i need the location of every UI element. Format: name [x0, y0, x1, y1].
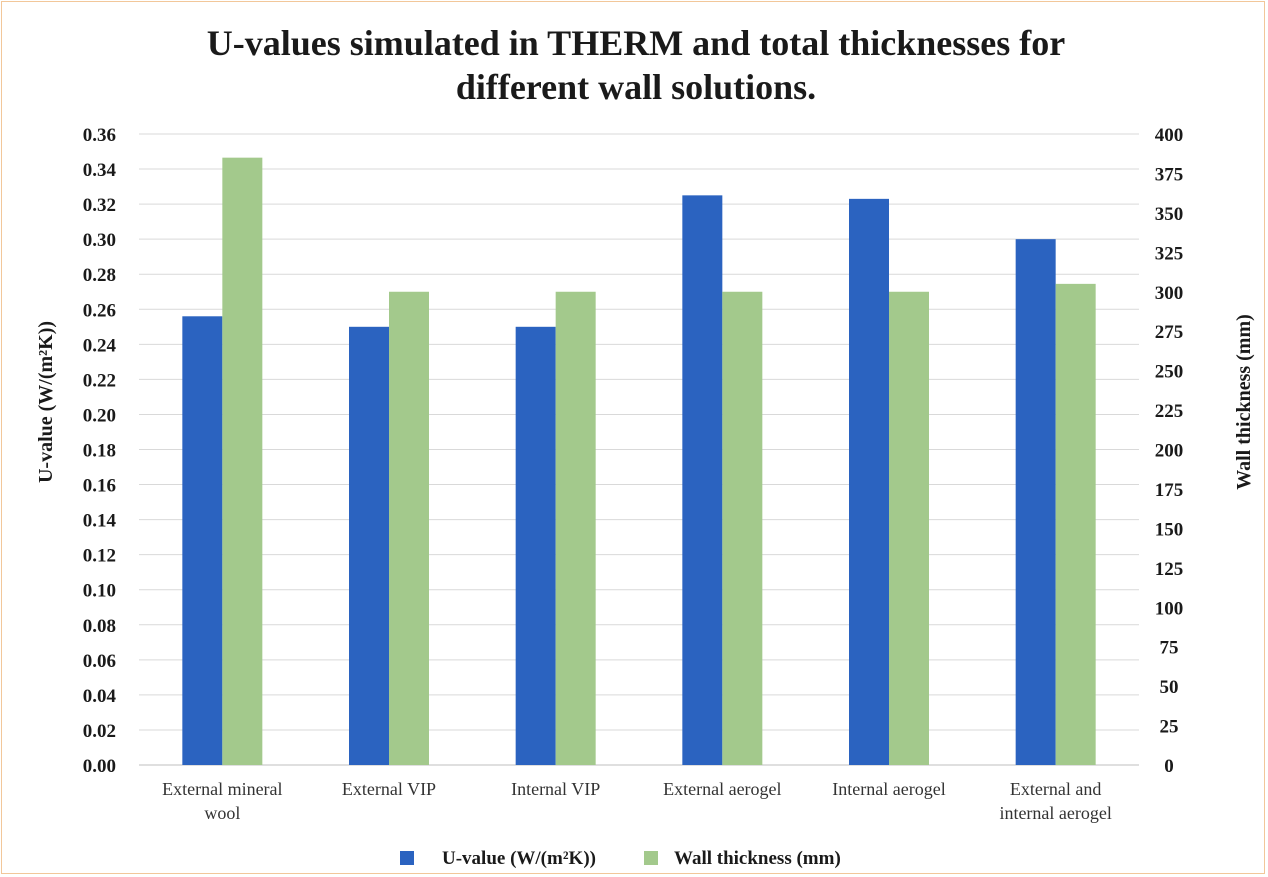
- legend-label-wall-thickness: Wall thickness (mm): [674, 848, 841, 869]
- bar-u-value-2: [515, 326, 556, 765]
- left-tick-label: 0.02: [83, 721, 116, 742]
- right-tick-label: 0: [1164, 756, 1174, 777]
- y-axis-left-title: U-value (W/(m²K)): [35, 321, 57, 483]
- left-tick-label: 0.26: [83, 300, 116, 321]
- right-tick-label: 175: [1155, 480, 1184, 501]
- category-labels: External mineral wool External VIP Internal…: [162, 779, 1112, 823]
- right-tick-label: 325: [1155, 243, 1184, 264]
- right-tick-label: 300: [1155, 283, 1184, 304]
- bar-u-value-5: [1015, 239, 1056, 765]
- legend-label-u-value: U-value (W/(m²K)): [442, 848, 596, 869]
- left-tick-label: 0.14: [83, 511, 117, 532]
- left-tick-label: 0.20: [83, 405, 116, 426]
- right-tick-label: 375: [1155, 164, 1184, 185]
- legend-swatch-wall-thickness: [644, 851, 658, 865]
- right-tick-label: 25: [1160, 717, 1179, 738]
- left-tick-label: 0.16: [83, 476, 116, 497]
- chart-title-line-2: different wall solutions.: [456, 67, 816, 107]
- left-tick-label: 0.04: [83, 686, 117, 707]
- chart-title: U-values simulated in THERM and total th…: [207, 23, 1065, 107]
- bars: [182, 157, 1096, 766]
- bar-wall-thickness-0: [222, 157, 263, 766]
- legend-swatch-u-value: [400, 851, 414, 865]
- right-tick-label: 100: [1155, 598, 1184, 619]
- category-label: External VIP: [342, 779, 436, 799]
- category-label: Internal aerogel: [832, 779, 945, 799]
- left-tick-label: 0.06: [83, 651, 116, 672]
- left-tick-label: 0.00: [83, 756, 116, 777]
- gridlines: [139, 133, 1139, 766]
- right-tick-label: 150: [1155, 519, 1184, 540]
- right-tick-label: 200: [1155, 441, 1184, 462]
- right-tick-label: 75: [1160, 638, 1179, 659]
- right-tick-label: 225: [1155, 401, 1184, 422]
- left-tick-label: 0.08: [83, 616, 116, 637]
- bar-wall-thickness-4: [889, 291, 929, 765]
- bar-u-value-0: [182, 316, 223, 765]
- bar-wall-thickness-2: [555, 291, 596, 765]
- left-tick-label: 0.34: [83, 160, 117, 181]
- bar-u-value-4: [849, 198, 889, 765]
- right-tick-label: 250: [1155, 362, 1184, 383]
- left-tick-label: 0.36: [83, 125, 116, 146]
- bar-u-value-1: [349, 326, 389, 765]
- right-axis-ticks: 0 25 50 75 100 125 150 175 200 225 250 275 300 325 350…: [1155, 125, 1184, 777]
- left-tick-label: 0.12: [83, 546, 116, 567]
- chart-title-line-1: U-values simulated in THERM and total th…: [207, 23, 1065, 63]
- category-label: External mineral: [162, 779, 282, 799]
- category-label: Internal VIP: [511, 779, 600, 799]
- right-tick-label: 275: [1155, 322, 1184, 343]
- left-tick-label: 0.28: [83, 265, 116, 286]
- left-tick-label: 0.10: [83, 581, 116, 602]
- bar-wall-thickness-5: [1055, 283, 1096, 765]
- category-label: External and: [1010, 779, 1101, 799]
- left-tick-label: 0.30: [83, 230, 116, 251]
- left-tick-label: 0.32: [83, 195, 116, 216]
- category-label: External aerogel: [663, 779, 781, 799]
- right-tick-label: 50: [1160, 677, 1179, 698]
- bar-wall-thickness-1: [389, 291, 429, 765]
- left-axis-ticks: 0.00 0.02 0.04 0.06 0.08 0.10 0.12 0.14 0.16 0.18…: [83, 125, 117, 777]
- y-axis-right-title: Wall thickness (mm): [1233, 314, 1255, 490]
- right-tick-label: 400: [1155, 125, 1184, 146]
- category-label: internal aerogel: [999, 803, 1111, 823]
- right-tick-label: 125: [1155, 559, 1184, 580]
- category-label: wool: [204, 803, 240, 823]
- left-tick-label: 0.18: [83, 441, 116, 462]
- bar-wall-thickness-3: [722, 291, 763, 765]
- legend: U-value (W/(m²K)) Wall thickness (mm): [400, 848, 841, 869]
- left-tick-label: 0.22: [83, 370, 116, 391]
- right-tick-label: 350: [1155, 204, 1184, 225]
- bar-u-value-3: [682, 195, 723, 765]
- left-tick-label: 0.24: [83, 335, 117, 356]
